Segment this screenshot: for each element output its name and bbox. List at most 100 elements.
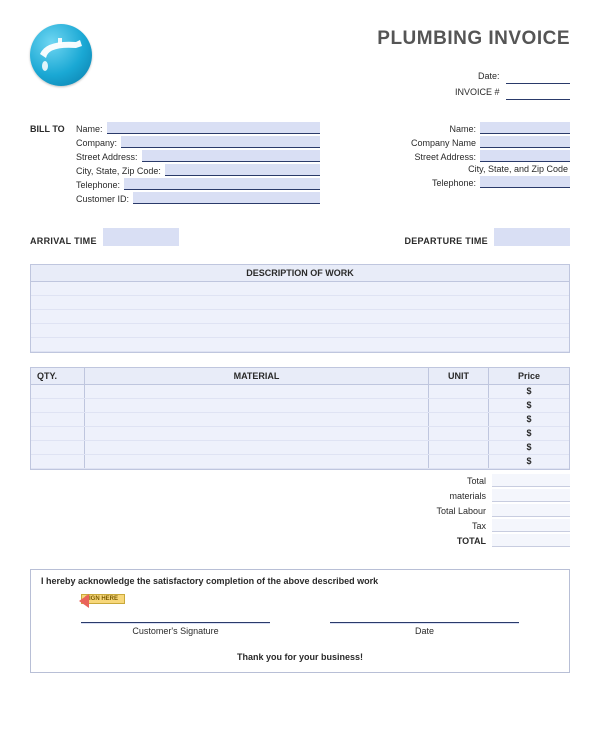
- cell-unit[interactable]: [429, 399, 489, 412]
- cell-qty[interactable]: [31, 413, 85, 426]
- page-title: PLUMBING INVOICE: [377, 28, 570, 50]
- total-row: Total: [30, 474, 570, 489]
- cell-price[interactable]: $: [489, 455, 569, 468]
- cell-price[interactable]: $: [489, 441, 569, 454]
- date-line[interactable]: [330, 622, 519, 624]
- company-field: Street Address:: [360, 150, 570, 162]
- bill-to-field: Name:: [76, 122, 320, 134]
- cell-unit[interactable]: [429, 427, 489, 440]
- cell-price[interactable]: $: [489, 413, 569, 426]
- departure-time-block: DEPARTURE TIME: [404, 228, 570, 246]
- cell-material[interactable]: [85, 399, 429, 412]
- description-line[interactable]: [31, 282, 569, 296]
- cell-material[interactable]: [85, 441, 429, 454]
- cell-qty[interactable]: [31, 399, 85, 412]
- date-label: Date:: [478, 71, 500, 81]
- field-input[interactable]: [124, 178, 320, 190]
- description-area[interactable]: [30, 282, 570, 353]
- company-field: Company Name: [360, 136, 570, 148]
- field-input[interactable]: [480, 122, 570, 134]
- total-value[interactable]: [492, 519, 570, 532]
- cell-qty[interactable]: [31, 385, 85, 398]
- field-input[interactable]: [480, 176, 570, 188]
- acknowledgment-box: I hereby acknowledge the satisfactory co…: [30, 569, 570, 673]
- field-label: Name:: [76, 124, 103, 134]
- field-input[interactable]: [480, 136, 570, 148]
- cell-price[interactable]: $: [489, 399, 569, 412]
- description-line[interactable]: [31, 310, 569, 324]
- acknowledgment-text: I hereby acknowledge the satisfactory co…: [41, 576, 559, 586]
- company-field: Telephone:: [360, 176, 570, 188]
- cell-price[interactable]: $: [489, 385, 569, 398]
- field-input[interactable]: [480, 150, 570, 162]
- total-row: Tax: [30, 519, 570, 534]
- description-line[interactable]: [31, 296, 569, 310]
- field-input[interactable]: [165, 164, 320, 176]
- field-input[interactable]: [107, 122, 320, 134]
- date-field[interactable]: [506, 72, 570, 84]
- cell-material[interactable]: [85, 455, 429, 468]
- departure-time-label: DEPARTURE TIME: [404, 236, 488, 246]
- plumbing-logo: [30, 24, 92, 86]
- total-value[interactable]: [492, 504, 570, 517]
- col-qty: QTY.: [31, 368, 85, 384]
- sign-here-tag: SIGN HERE: [81, 594, 125, 604]
- item-row[interactable]: $: [31, 385, 569, 399]
- arrival-time-field[interactable]: [103, 228, 179, 246]
- items-body[interactable]: $$$$$$: [30, 385, 570, 470]
- description-header: DESCRIPTION OF WORK: [30, 264, 570, 282]
- bill-to-field: Customer ID:: [76, 192, 320, 204]
- total-row: TOTAL: [30, 534, 570, 549]
- cell-material[interactable]: [85, 413, 429, 426]
- field-input[interactable]: [121, 136, 320, 148]
- description-line[interactable]: [31, 338, 569, 352]
- invoice-meta: Date: INVOICE #: [377, 68, 570, 100]
- total-value[interactable]: [492, 534, 570, 547]
- company-field: Name:: [360, 122, 570, 134]
- description-line[interactable]: [31, 324, 569, 338]
- item-row[interactable]: $: [31, 399, 569, 413]
- field-label: Telephone:: [432, 178, 476, 188]
- signature-label: Customer's Signature: [81, 626, 270, 636]
- cell-unit[interactable]: [429, 455, 489, 468]
- bill-to-field: City, State, Zip Code:: [76, 164, 320, 176]
- thank-you-text: Thank you for your business!: [41, 652, 559, 662]
- total-label: TOTAL: [402, 534, 492, 549]
- signature-line[interactable]: [81, 622, 270, 624]
- field-label: Company Name: [411, 138, 476, 148]
- cell-price[interactable]: $: [489, 427, 569, 440]
- col-material: MATERIAL: [85, 368, 429, 384]
- ack-date-label: Date: [330, 626, 519, 636]
- total-value[interactable]: [492, 474, 570, 487]
- cell-qty[interactable]: [31, 441, 85, 454]
- arrival-time-label: ARRIVAL TIME: [30, 236, 97, 246]
- bill-to-field: Company:: [76, 136, 320, 148]
- total-label: materials: [402, 489, 492, 504]
- invoice-number-field[interactable]: [506, 88, 570, 100]
- departure-time-field[interactable]: [494, 228, 570, 246]
- total-label: Total Labour: [402, 504, 492, 519]
- item-row[interactable]: $: [31, 413, 569, 427]
- cell-unit[interactable]: [429, 441, 489, 454]
- total-label: Total: [402, 474, 492, 489]
- invoice-number-label: INVOICE #: [455, 87, 500, 97]
- item-row[interactable]: $: [31, 427, 569, 441]
- cell-material[interactable]: [85, 385, 429, 398]
- cell-unit[interactable]: [429, 385, 489, 398]
- cell-qty[interactable]: [31, 427, 85, 440]
- cell-material[interactable]: [85, 427, 429, 440]
- cell-unit[interactable]: [429, 413, 489, 426]
- field-input[interactable]: [133, 192, 320, 204]
- items-header: QTY. MATERIAL UNIT Price: [30, 367, 570, 385]
- total-label: Tax: [402, 519, 492, 534]
- col-unit: UNIT: [429, 368, 489, 384]
- field-label: Name:: [449, 124, 476, 134]
- field-label: Street Address:: [414, 152, 476, 162]
- col-price: Price: [489, 368, 569, 384]
- item-row[interactable]: $: [31, 441, 569, 455]
- field-input[interactable]: [142, 150, 320, 162]
- item-row[interactable]: $: [31, 455, 569, 469]
- total-value[interactable]: [492, 489, 570, 502]
- cell-qty[interactable]: [31, 455, 85, 468]
- field-label: City, State, Zip Code:: [76, 166, 161, 176]
